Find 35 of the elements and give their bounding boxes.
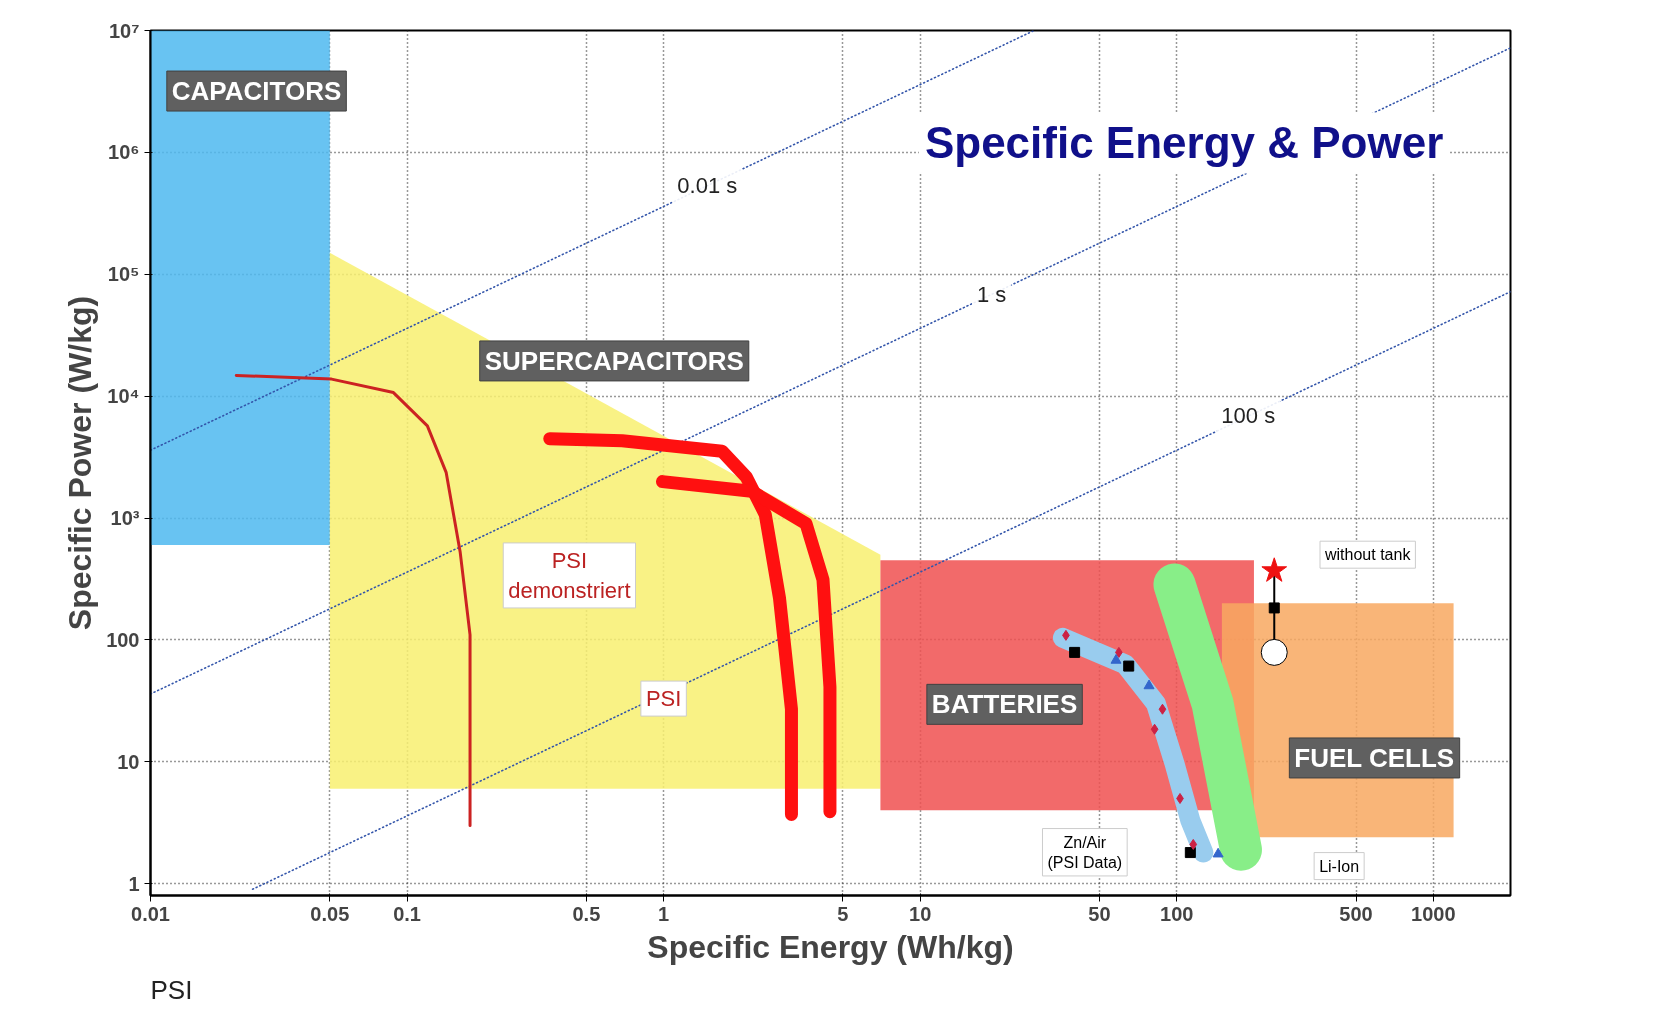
y-tick-label: 10⁵ bbox=[107, 263, 140, 286]
y-tick-label: 10⁴ bbox=[107, 385, 140, 408]
text: Specific Energy & Power bbox=[924, 118, 1444, 168]
annotation: PSI bbox=[645, 686, 682, 712]
annotation: FUEL CELLS bbox=[1294, 742, 1455, 773]
x-tick-label: 1 bbox=[658, 902, 670, 925]
annotation: 0.01 s bbox=[677, 173, 738, 199]
x-tick-label: 500 bbox=[1339, 902, 1373, 925]
x-tick-label: 10 bbox=[909, 902, 932, 925]
y-axis-title: Specific Power (W/kg) bbox=[62, 295, 99, 631]
x-tick-label: 1000 bbox=[1411, 902, 1456, 925]
y-tick-label: 10⁶ bbox=[108, 141, 140, 164]
y-tick-label: 10 bbox=[117, 750, 140, 773]
annotation: CAPACITORS bbox=[171, 76, 342, 107]
y-tick-label: 10³ bbox=[110, 507, 140, 530]
annotation: SUPERCAPACITORS bbox=[484, 345, 744, 376]
y-tick-label: 1 bbox=[128, 872, 140, 895]
annotation: without tank bbox=[1324, 546, 1412, 564]
x-tick-label: 0.05 bbox=[310, 902, 350, 925]
y-tick-label: 100 bbox=[106, 628, 140, 651]
y-tick-label: 10⁷ bbox=[109, 19, 140, 42]
x-axis-title: Specific Energy (Wh/kg) bbox=[647, 928, 1014, 965]
x-tick-label: 5 bbox=[837, 902, 849, 925]
annotation: Li-Ion bbox=[1319, 857, 1360, 875]
x-tick-label: 100 bbox=[1160, 902, 1194, 925]
annotation: 100 s bbox=[1221, 403, 1276, 429]
annotation: PSI demonstriert bbox=[508, 547, 631, 603]
x-tick-label: 0.1 bbox=[393, 902, 421, 925]
annotation: Zn/Air (PSI Data) bbox=[1047, 833, 1123, 871]
x-tick-label: 0.01 bbox=[131, 902, 170, 925]
text: PSI bbox=[150, 974, 193, 1005]
annotation: 1 s bbox=[977, 282, 1007, 308]
x-tick-label: 0.5 bbox=[572, 902, 601, 925]
annotation: BATTERIES bbox=[931, 689, 1078, 720]
x-tick-label: 50 bbox=[1088, 902, 1111, 925]
